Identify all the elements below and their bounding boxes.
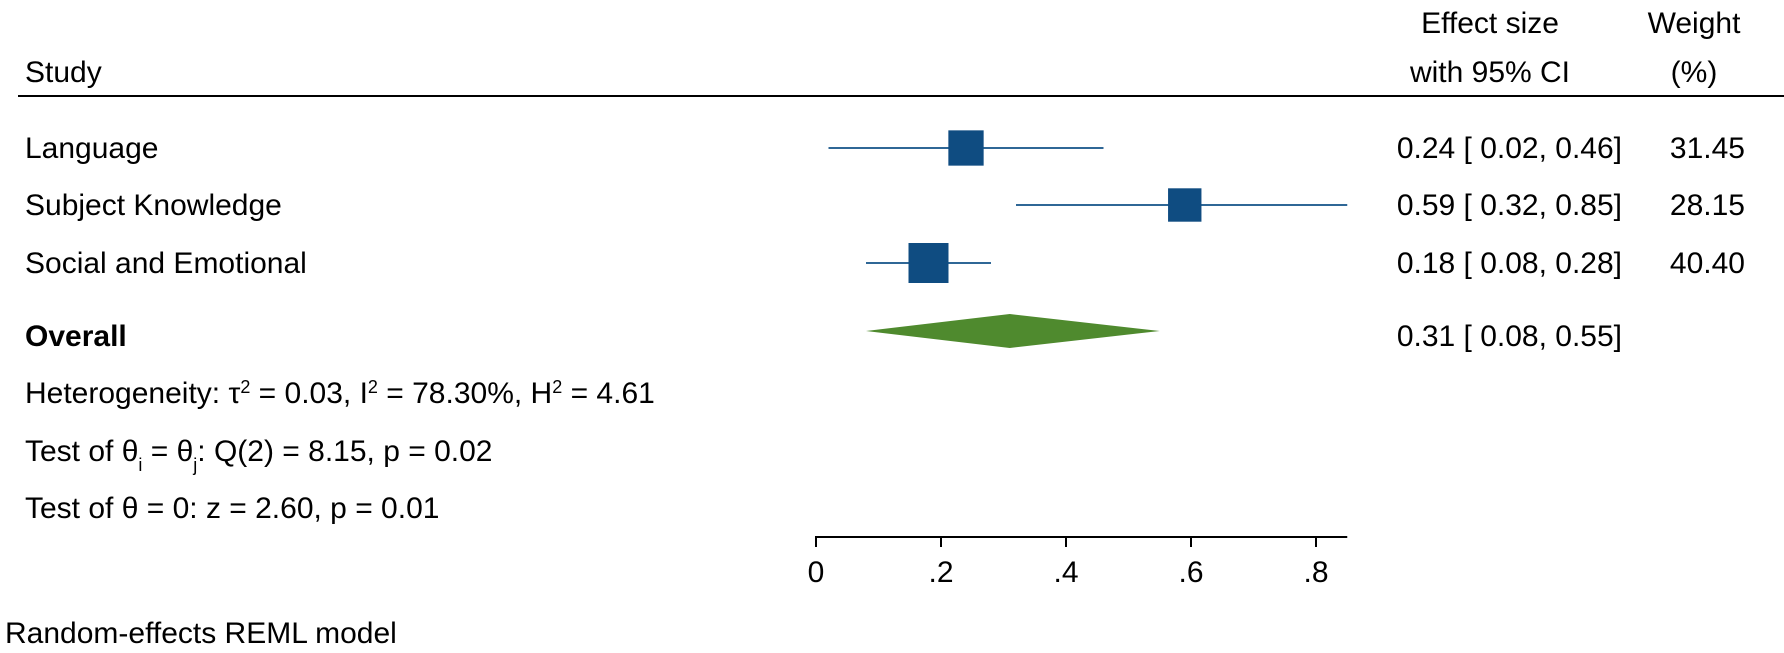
header-effect-size: Effect size xyxy=(1421,7,1559,40)
study-ci-text: 0.18 [ 0.08, 0.28] xyxy=(1397,247,1622,280)
x-tick-label: .2 xyxy=(928,556,953,589)
header-ci: with 95% CI xyxy=(1409,56,1570,89)
study-rows: Language 0.24 [ 0.02, 0.46] 31.45 Subject K… xyxy=(25,130,1745,283)
overall-diamond xyxy=(866,314,1160,348)
study-effect-marker xyxy=(908,243,949,283)
study-ci-text: 0.59 [ 0.32, 0.85] xyxy=(1397,189,1622,222)
x-tick-label: .6 xyxy=(1178,556,1203,589)
study-name: Language xyxy=(25,132,158,165)
study-weight-text: 28.15 xyxy=(1670,189,1745,222)
study-name: Subject Knowledge xyxy=(25,189,282,222)
study-weight-text: 40.40 xyxy=(1670,247,1745,280)
header-study: Study xyxy=(25,56,102,89)
x-tick-label: .8 xyxy=(1303,556,1328,589)
overall-label: Overall xyxy=(25,320,127,353)
heterogeneity-stats: Heterogeneity: τ2 = 0.03, I2 = 78.30%, H… xyxy=(25,377,655,410)
test-theta-zero: Test of θ = 0: z = 2.60, p = 0.01 xyxy=(25,492,439,525)
header-weight: Weight xyxy=(1648,7,1741,40)
test-thetas-equal: Test of θi = θj: Q(2) = 8.15, p = 0.02 xyxy=(25,435,492,475)
study-ci-text: 0.24 [ 0.02, 0.46] xyxy=(1397,132,1622,165)
study-weight-text: 31.45 xyxy=(1670,132,1745,165)
overall-ci-text: 0.31 [ 0.08, 0.55] xyxy=(1397,320,1622,353)
x-tick-label: .4 xyxy=(1053,556,1078,589)
footnote: Random-effects REML model xyxy=(5,617,397,650)
study-name: Social and Emotional xyxy=(25,247,307,280)
header-weight-unit: (%) xyxy=(1671,56,1718,89)
x-axis-ticks: 0 .2 .4 .6 .8 xyxy=(808,537,1329,589)
study-effect-marker xyxy=(948,130,984,166)
x-tick-label: 0 xyxy=(808,556,825,589)
study-effect-marker xyxy=(1168,188,1202,222)
